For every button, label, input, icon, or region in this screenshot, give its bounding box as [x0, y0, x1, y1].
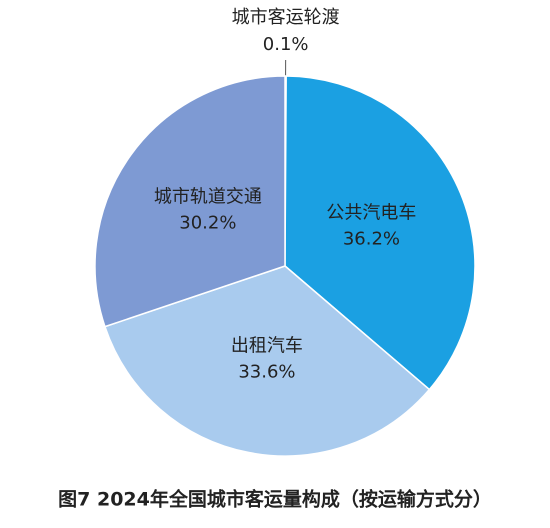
- slice-label: 城市客运轮渡: [232, 7, 340, 28]
- value-label: 36.2%: [343, 229, 400, 250]
- value-label: 33.6%: [238, 361, 295, 382]
- chart-title: 图7 2024年全国城市客运量构成（按运输方式分）: [58, 488, 492, 511]
- value-label: 30.2%: [179, 213, 236, 234]
- slice-label: 出租汽车: [231, 335, 303, 356]
- value-label: 0.1%: [263, 34, 309, 55]
- slice-label: 城市轨道交通: [154, 187, 262, 208]
- slice-label: 公共汽电车: [326, 203, 416, 224]
